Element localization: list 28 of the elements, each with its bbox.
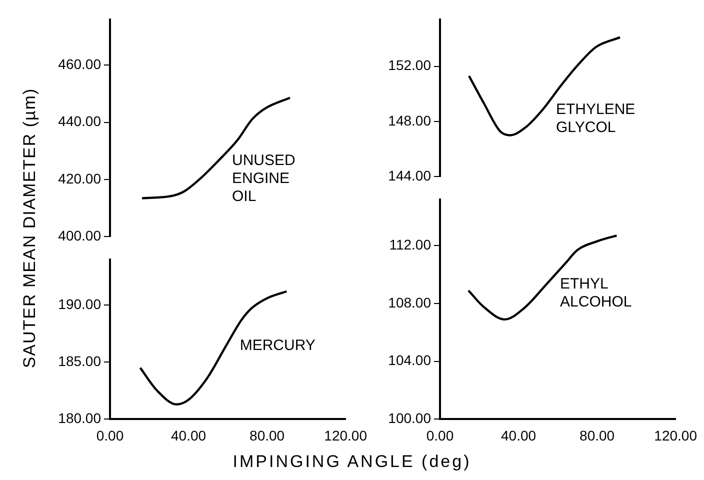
x-tick-label: 40.00 (171, 427, 206, 444)
y-tick-label: 112.00 (389, 236, 432, 253)
y-tick-label: 460.00 (58, 56, 102, 72)
y-tick-label: 185.00 (58, 352, 102, 369)
series-label: UNUSED ENGINE OIL (232, 152, 296, 205)
y-tick-label: 180.00 (58, 410, 102, 426)
x-tick-label: 0.00 (426, 427, 454, 444)
y-tick-label: 400.00 (58, 227, 102, 244)
x-tick-label: 0.00 (96, 427, 124, 444)
x-tick-label: 120.00 (654, 427, 698, 444)
y-axis-title: SAUTER MEAN DIAMETER (µm) (20, 88, 40, 368)
y-tick-label: 420.00 (58, 170, 102, 186)
x-axis-title: IMPINGING ANGLE (deg) (232, 452, 472, 472)
y-tick-label: 108.00 (388, 294, 432, 310)
y-tick-label: 190.00 (58, 296, 102, 312)
series-label: ETHYL ALCOHOL (560, 275, 632, 310)
x-tick-label: 120.00 (324, 427, 368, 444)
x-tick-label: 80.00 (250, 427, 285, 444)
y-tick-label: 148.00 (388, 112, 432, 128)
y-tick-label: 104.00 (388, 352, 432, 368)
series-label: ETHYLENE GLYCOL (556, 101, 636, 136)
series-label: MERCURY (240, 336, 316, 354)
y-tick-label: 100.00 (388, 410, 432, 426)
x-tick-label: 80.00 (580, 427, 615, 444)
y-tick-label: 152.00 (388, 57, 432, 74)
y-tick-label: 144.00 (388, 167, 432, 184)
y-tick-label: 440.00 (58, 113, 102, 130)
x-tick-label: 40.00 (501, 427, 536, 444)
